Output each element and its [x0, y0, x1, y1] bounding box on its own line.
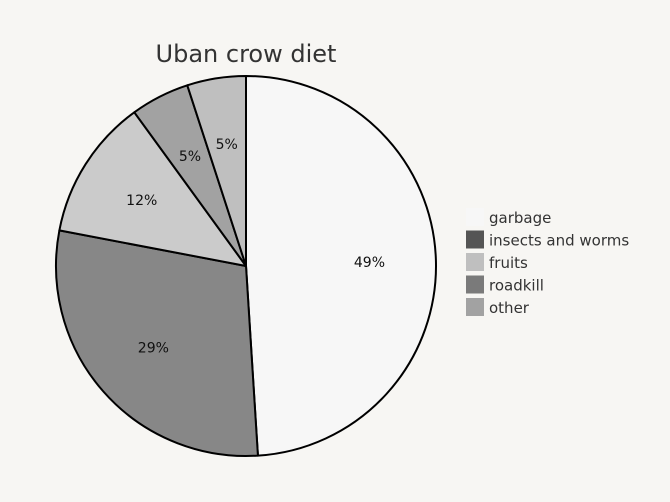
- legend-swatch-0: [466, 208, 484, 226]
- pie-slice-label-3: 5%: [179, 149, 201, 165]
- legend-label-4: other: [489, 299, 530, 317]
- chart-title: Uban crow diet: [156, 40, 337, 68]
- legend-swatch-3: [466, 275, 484, 294]
- pie-slice-4: [186, 75, 247, 267]
- pie-slices: [55, 75, 437, 457]
- pie-slice-labels: 49% 29% 12% 5% 5%: [126, 137, 385, 357]
- legend-swatch-1: [466, 230, 484, 249]
- pie-slice-label-1: 29%: [138, 341, 169, 357]
- legend-swatch-4: [466, 298, 484, 316]
- pie-slice-label-0: 49%: [354, 255, 385, 271]
- legend-label-1: insects and worms: [489, 232, 629, 250]
- pie-slice-label-4: 5%: [216, 137, 238, 153]
- pie-slice-label-2: 12%: [126, 193, 157, 209]
- pie-slice-0: [245, 75, 437, 457]
- legend-label-3: roadkill: [489, 277, 544, 295]
- pie-slice-1: [55, 229, 259, 457]
- legend-label-2: fruits: [489, 254, 528, 272]
- legend-label-0: garbage: [489, 209, 551, 227]
- legend-swatch-2: [466, 253, 484, 271]
- legend: garbage insects and worms fruits roadkill ot…: [466, 208, 629, 317]
- pie-slice-2: [58, 111, 247, 267]
